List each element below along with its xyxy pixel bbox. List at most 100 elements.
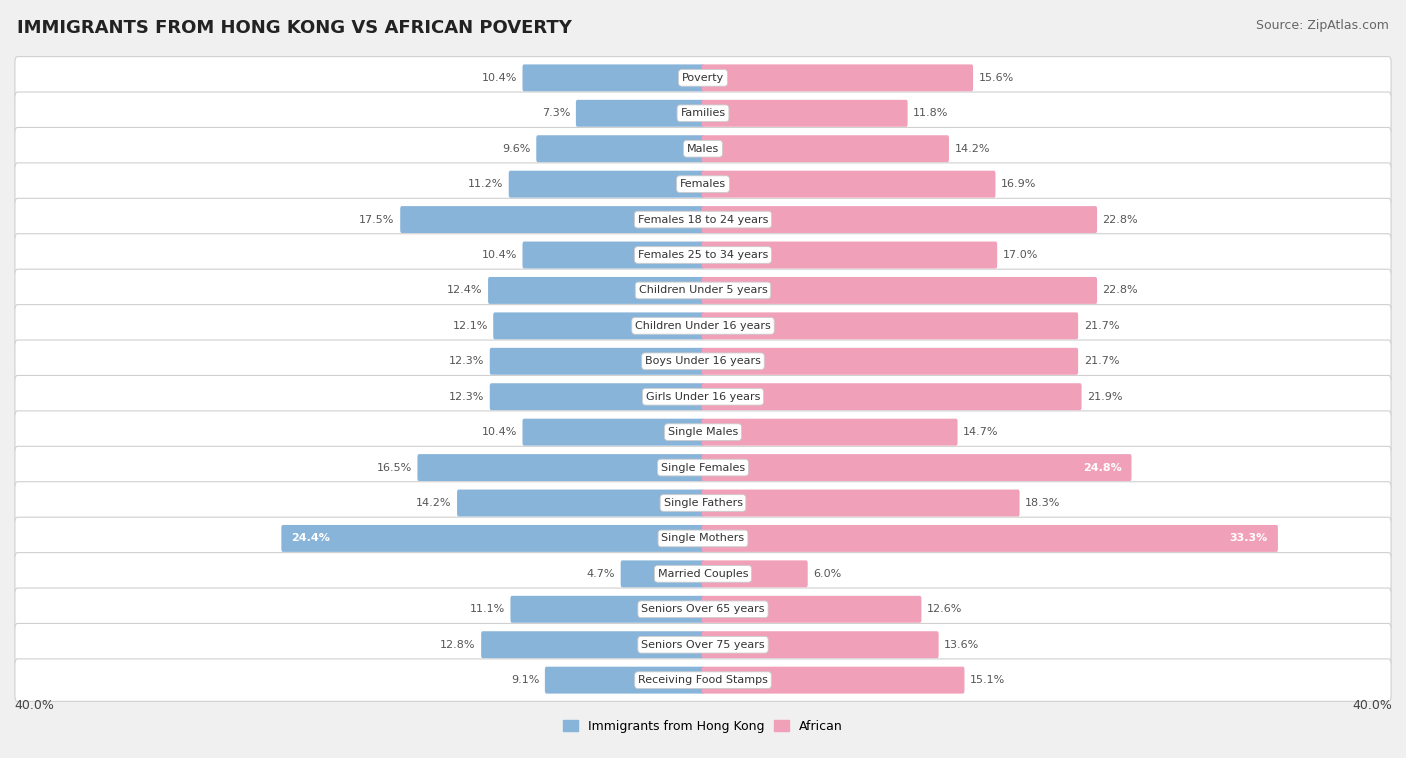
FancyBboxPatch shape	[702, 135, 949, 162]
FancyBboxPatch shape	[15, 305, 1391, 347]
Text: 9.1%: 9.1%	[510, 675, 540, 685]
FancyBboxPatch shape	[15, 623, 1391, 666]
FancyBboxPatch shape	[702, 384, 1081, 410]
Text: 10.4%: 10.4%	[482, 73, 517, 83]
FancyBboxPatch shape	[523, 418, 704, 446]
Text: 12.3%: 12.3%	[449, 392, 484, 402]
Text: Receiving Food Stamps: Receiving Food Stamps	[638, 675, 768, 685]
Text: 33.3%: 33.3%	[1230, 534, 1268, 543]
FancyBboxPatch shape	[15, 446, 1391, 489]
Text: 21.7%: 21.7%	[1084, 321, 1119, 330]
Text: Girls Under 16 years: Girls Under 16 years	[645, 392, 761, 402]
Text: 24.8%: 24.8%	[1083, 462, 1122, 472]
Text: 11.1%: 11.1%	[470, 604, 505, 614]
Text: 15.6%: 15.6%	[979, 73, 1014, 83]
FancyBboxPatch shape	[702, 560, 807, 587]
FancyBboxPatch shape	[15, 199, 1391, 241]
FancyBboxPatch shape	[15, 92, 1391, 134]
Text: IMMIGRANTS FROM HONG KONG VS AFRICAN POVERTY: IMMIGRANTS FROM HONG KONG VS AFRICAN POV…	[17, 19, 572, 37]
Text: 21.7%: 21.7%	[1084, 356, 1119, 366]
Text: Males: Males	[688, 144, 718, 154]
Text: 24.4%: 24.4%	[291, 534, 330, 543]
FancyBboxPatch shape	[702, 525, 1278, 552]
FancyBboxPatch shape	[15, 588, 1391, 631]
FancyBboxPatch shape	[702, 277, 1097, 304]
Text: Source: ZipAtlas.com: Source: ZipAtlas.com	[1256, 19, 1389, 32]
FancyBboxPatch shape	[15, 659, 1391, 701]
FancyBboxPatch shape	[481, 631, 704, 658]
FancyBboxPatch shape	[418, 454, 704, 481]
Text: 13.6%: 13.6%	[945, 640, 980, 650]
Text: 9.6%: 9.6%	[502, 144, 531, 154]
FancyBboxPatch shape	[702, 348, 1078, 374]
Text: Boys Under 16 years: Boys Under 16 years	[645, 356, 761, 366]
Text: 7.3%: 7.3%	[541, 108, 571, 118]
FancyBboxPatch shape	[489, 348, 704, 374]
FancyBboxPatch shape	[702, 242, 997, 268]
Text: 11.2%: 11.2%	[468, 179, 503, 190]
Text: 17.0%: 17.0%	[1002, 250, 1038, 260]
Text: 14.2%: 14.2%	[416, 498, 451, 508]
Text: Single Females: Single Females	[661, 462, 745, 472]
Text: Poverty: Poverty	[682, 73, 724, 83]
FancyBboxPatch shape	[15, 127, 1391, 170]
FancyBboxPatch shape	[702, 596, 921, 623]
Text: Single Males: Single Males	[668, 428, 738, 437]
FancyBboxPatch shape	[457, 490, 704, 516]
FancyBboxPatch shape	[576, 100, 704, 127]
Text: 12.1%: 12.1%	[453, 321, 488, 330]
Text: Seniors Over 65 years: Seniors Over 65 years	[641, 604, 765, 614]
Text: Females: Females	[681, 179, 725, 190]
Text: 18.3%: 18.3%	[1025, 498, 1060, 508]
FancyBboxPatch shape	[702, 206, 1097, 233]
Text: Females 18 to 24 years: Females 18 to 24 years	[638, 215, 768, 224]
Text: 15.1%: 15.1%	[970, 675, 1005, 685]
FancyBboxPatch shape	[702, 100, 908, 127]
Legend: Immigrants from Hong Kong, African: Immigrants from Hong Kong, African	[558, 715, 848, 738]
FancyBboxPatch shape	[15, 269, 1391, 312]
FancyBboxPatch shape	[494, 312, 704, 340]
Text: Single Mothers: Single Mothers	[661, 534, 745, 543]
Text: 12.3%: 12.3%	[449, 356, 484, 366]
Text: Children Under 5 years: Children Under 5 years	[638, 286, 768, 296]
FancyBboxPatch shape	[702, 490, 1019, 516]
Text: 22.8%: 22.8%	[1102, 215, 1139, 224]
Text: 11.8%: 11.8%	[912, 108, 949, 118]
FancyBboxPatch shape	[509, 171, 704, 198]
FancyBboxPatch shape	[523, 242, 704, 268]
FancyBboxPatch shape	[15, 163, 1391, 205]
Text: 22.8%: 22.8%	[1102, 286, 1139, 296]
FancyBboxPatch shape	[489, 384, 704, 410]
FancyBboxPatch shape	[702, 631, 939, 658]
Text: Families: Families	[681, 108, 725, 118]
FancyBboxPatch shape	[702, 667, 965, 694]
FancyBboxPatch shape	[702, 418, 957, 446]
FancyBboxPatch shape	[15, 57, 1391, 99]
FancyBboxPatch shape	[15, 517, 1391, 559]
Text: 40.0%: 40.0%	[1353, 699, 1392, 713]
FancyBboxPatch shape	[546, 667, 704, 694]
Text: Seniors Over 75 years: Seniors Over 75 years	[641, 640, 765, 650]
Text: Females 25 to 34 years: Females 25 to 34 years	[638, 250, 768, 260]
FancyBboxPatch shape	[510, 596, 704, 623]
Text: 40.0%: 40.0%	[14, 699, 53, 713]
Text: Single Fathers: Single Fathers	[664, 498, 742, 508]
FancyBboxPatch shape	[536, 135, 704, 162]
FancyBboxPatch shape	[15, 482, 1391, 525]
Text: 12.6%: 12.6%	[927, 604, 962, 614]
FancyBboxPatch shape	[702, 454, 1132, 481]
FancyBboxPatch shape	[15, 233, 1391, 276]
Text: 6.0%: 6.0%	[813, 568, 841, 579]
FancyBboxPatch shape	[702, 171, 995, 198]
Text: 17.5%: 17.5%	[360, 215, 395, 224]
FancyBboxPatch shape	[15, 340, 1391, 383]
Text: 10.4%: 10.4%	[482, 250, 517, 260]
FancyBboxPatch shape	[281, 525, 704, 552]
FancyBboxPatch shape	[620, 560, 704, 587]
FancyBboxPatch shape	[702, 312, 1078, 340]
Text: 10.4%: 10.4%	[482, 428, 517, 437]
Text: 16.9%: 16.9%	[1001, 179, 1036, 190]
Text: 14.2%: 14.2%	[955, 144, 990, 154]
Text: Married Couples: Married Couples	[658, 568, 748, 579]
Text: 14.7%: 14.7%	[963, 428, 998, 437]
